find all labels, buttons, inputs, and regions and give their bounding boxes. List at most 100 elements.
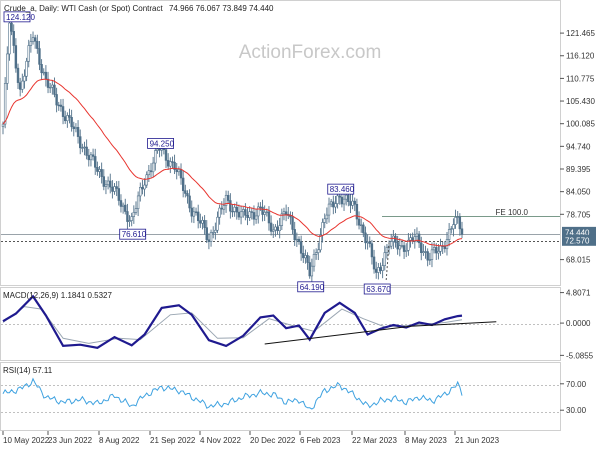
candle-body — [420, 242, 423, 253]
macd-trendline — [264, 321, 497, 345]
candle-body — [33, 37, 37, 42]
candle-body — [216, 216, 219, 231]
candle-body — [364, 232, 367, 244]
candle-body — [209, 232, 213, 242]
candle-body — [115, 186, 118, 189]
candle-body — [130, 216, 133, 221]
candle-body — [362, 224, 365, 234]
candle-body — [293, 229, 296, 241]
candle-body — [89, 154, 93, 161]
macd-tick-label: -5.0855 — [566, 351, 594, 360]
candle-body — [312, 254, 316, 267]
candle-body — [329, 201, 333, 205]
key-point-label: 83.460 — [330, 185, 355, 194]
candle-body — [445, 239, 449, 250]
candle-body — [314, 252, 318, 255]
candle-body — [443, 246, 447, 250]
candle-body — [308, 262, 311, 277]
candle-body — [53, 84, 56, 95]
candle-body — [454, 216, 457, 225]
candle-body — [31, 37, 35, 42]
candle-body — [126, 211, 129, 222]
candle-body — [327, 203, 331, 216]
date-tick-label: 21 Sep 2022 — [150, 436, 196, 445]
candle-body — [141, 187, 144, 190]
price-tick-label: 105.430 — [566, 97, 595, 106]
candle-body — [6, 53, 9, 84]
candle-body — [351, 200, 354, 206]
macd-tick-label: 0.0000 — [566, 319, 591, 328]
key-point-box — [119, 228, 147, 240]
moving-average-line — [2, 78, 463, 247]
candle-body — [104, 184, 108, 187]
candle-body — [3, 83, 7, 125]
fe-label: FE 100.0 — [496, 208, 529, 217]
candle-body — [188, 195, 191, 209]
candle-body — [231, 210, 234, 213]
candle-body — [244, 209, 247, 216]
candle-body — [413, 236, 417, 242]
candle-body — [21, 80, 24, 90]
candle-body — [265, 211, 269, 213]
rsi-y-axis: 70.00 30.00 — [560, 380, 587, 415]
key-point-label: 64.190 — [300, 283, 325, 292]
candle-body — [207, 239, 211, 242]
rsi-line — [2, 377, 463, 410]
key-point-box — [297, 281, 325, 293]
price-tick-label: 84.050 — [566, 188, 591, 197]
candle-body — [61, 106, 65, 117]
date-tick-label: 21 Jun 2023 — [455, 436, 500, 445]
candle-body — [147, 170, 151, 176]
candle-body — [117, 188, 121, 201]
candle-body — [426, 251, 429, 261]
candle-body — [169, 161, 172, 167]
candle-body — [334, 203, 337, 208]
candle-body — [415, 233, 419, 237]
candle-body — [372, 256, 376, 270]
rsi-panel — [0, 362, 561, 431]
candle-body — [164, 149, 168, 161]
price-y-axis: 121.465 116.120 110.775 105.430 100.085 94.74… — [560, 29, 596, 265]
key-point-box — [147, 138, 174, 149]
candle-body — [154, 150, 157, 164]
candle-body — [139, 187, 142, 197]
watermark: ActionForex.com — [239, 42, 382, 63]
macd-y-axis: 4.8071 0.0000 -5.0855 — [560, 289, 594, 360]
candle-body — [407, 239, 410, 251]
candle-body — [57, 104, 60, 107]
candle-body — [194, 211, 198, 213]
candle-body — [237, 211, 241, 218]
candle-body — [390, 241, 393, 247]
candle-body — [336, 195, 339, 204]
candle-body — [203, 220, 206, 228]
candle-body — [340, 196, 344, 205]
price-tick-label: 94.740 — [566, 142, 591, 151]
date-tick-label: 10 May 2022 — [3, 436, 50, 445]
candle-body — [428, 259, 432, 261]
key-point-box — [3, 11, 31, 23]
candle-body — [70, 117, 73, 128]
candle-body — [297, 238, 301, 242]
macd-signal-line — [2, 306, 463, 344]
price-tick-label: 116.120 — [566, 52, 595, 61]
candle-body — [261, 206, 264, 215]
candle-body — [100, 169, 103, 177]
candle-body — [353, 200, 356, 205]
candle-body — [254, 215, 258, 220]
candle-body — [106, 180, 110, 186]
candle-body — [55, 94, 58, 106]
candle-body — [72, 126, 75, 130]
key-point-label: 63.670 — [366, 285, 391, 294]
macd-line — [2, 294, 463, 349]
candle-body — [233, 206, 236, 212]
candle-body — [102, 176, 106, 187]
candle-body — [321, 222, 324, 236]
key-point-label: 124.120 — [6, 13, 35, 22]
candle-body — [51, 84, 54, 88]
candle-body — [342, 198, 346, 205]
candle-body — [381, 265, 384, 271]
candle-body — [27, 45, 30, 62]
chart-title: Crude_a, Daily: WTI Cash (or Spot) Contr… — [4, 4, 274, 13]
